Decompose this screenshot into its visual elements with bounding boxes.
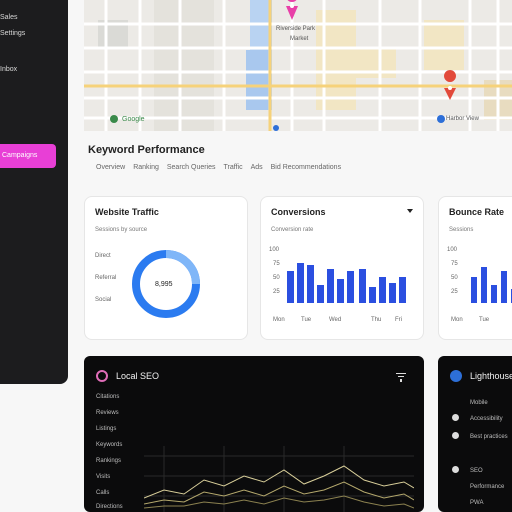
- y-tick: 75: [273, 261, 280, 267]
- tab-search-queries[interactable]: Search Queries: [166, 164, 216, 171]
- chevron-down-icon[interactable]: [407, 209, 413, 213]
- bar-chart: [471, 267, 512, 303]
- bounce-card[interactable]: Bounce Rate Sessions 100 75 50 25 Mon Tu…: [438, 196, 512, 340]
- y-tick: 25: [451, 289, 458, 295]
- audit-item: Best practices: [470, 434, 508, 440]
- metric-row: Reviews: [96, 410, 119, 416]
- sidebar: Sales Settings Inbox Campaigns: [0, 0, 68, 384]
- panel-title: Local SEO: [116, 371, 160, 381]
- map-brand-label: Google: [122, 116, 145, 123]
- card-subtitle: Conversion rate: [271, 227, 314, 233]
- section-title: Keyword Performance: [88, 144, 205, 156]
- metric-row: Calls: [96, 490, 110, 496]
- card-title: Conversions: [271, 207, 326, 217]
- metric-row: Keywords: [96, 442, 123, 448]
- donut-value: 8,995: [155, 281, 173, 288]
- y-tick: 75: [451, 261, 458, 267]
- bar: [379, 277, 386, 303]
- local-seo-panel[interactable]: Local SEO Citations Reviews Listings Key…: [84, 356, 424, 512]
- x-tick: Thu: [371, 317, 382, 323]
- bar: [369, 287, 376, 303]
- bar: [501, 271, 507, 303]
- bar: [337, 279, 344, 303]
- map-label-harbor: Harbor View: [446, 116, 479, 122]
- circle-icon: [452, 414, 459, 421]
- metric-row: Citations: [96, 394, 120, 400]
- bar: [491, 285, 497, 303]
- bar: [287, 271, 294, 303]
- local-seo-icon: [96, 370, 108, 382]
- card-title: Website Traffic: [95, 207, 159, 217]
- map-label-park: Riverside Park: [276, 26, 316, 32]
- y-tick: 100: [269, 247, 280, 253]
- bar: [327, 269, 334, 303]
- circle-icon: [452, 466, 459, 473]
- bar: [359, 269, 366, 303]
- x-tick: Tue: [301, 317, 312, 323]
- bar: [317, 285, 324, 303]
- sidebar-item-sales[interactable]: Sales: [0, 14, 18, 21]
- metric-row: Visits: [96, 474, 111, 480]
- y-tick: 50: [451, 275, 458, 281]
- x-tick: Tue: [479, 317, 490, 323]
- line-chart: [144, 446, 414, 512]
- tab-overview[interactable]: Overview: [96, 164, 126, 171]
- legend-direct: Direct: [95, 253, 111, 259]
- tab-bid-recommendations[interactable]: Bid Recommendations: [270, 164, 342, 171]
- bar: [297, 263, 304, 303]
- bar: [307, 265, 314, 303]
- map-panel[interactable]: Riverside Park Market Harbor View Google: [84, 0, 512, 131]
- y-tick: 50: [273, 275, 280, 281]
- legend-social: Social: [95, 297, 112, 303]
- tab-ranking[interactable]: Ranking: [133, 164, 159, 171]
- card-subtitle: Sessions by source: [95, 227, 148, 233]
- audit-item: Accessibility: [470, 416, 503, 422]
- x-tick: Fri: [395, 317, 402, 323]
- filter-icon[interactable]: [396, 372, 406, 382]
- sidebar-item-campaigns[interactable]: Campaigns: [0, 144, 56, 168]
- keyperf-tabs: Overview Ranking Search Queries Traffic …: [96, 164, 341, 171]
- map-label-market: Market: [290, 36, 309, 42]
- bar: [347, 271, 354, 303]
- card-subtitle: Sessions: [449, 227, 474, 233]
- y-tick: 25: [273, 289, 280, 295]
- lighthouse-icon: [450, 370, 462, 382]
- bar: [471, 277, 477, 303]
- tab-traffic[interactable]: Traffic: [223, 164, 243, 171]
- series-line: [144, 481, 414, 505]
- bar: [399, 277, 406, 303]
- donut-chart: [132, 250, 200, 318]
- traffic-card[interactable]: Website Traffic Sessions by source Direc…: [84, 196, 248, 340]
- sidebar-item-settings[interactable]: Settings: [0, 30, 26, 37]
- legend-referral: Referral: [95, 275, 117, 281]
- bar-chart: [287, 263, 406, 303]
- metric-row: Listings: [96, 426, 117, 432]
- panel-title: Lighthouse: [470, 371, 512, 381]
- metric-row: Directions: [96, 504, 123, 510]
- map-canvas: [84, 0, 512, 131]
- card-title: Bounce Rate: [449, 207, 505, 217]
- series-line: [144, 465, 414, 499]
- audit-item: Performance: [470, 484, 505, 490]
- lighthouse-panel[interactable]: Lighthouse Mobile Accessibility Best pra…: [438, 356, 512, 512]
- sidebar-item-inbox[interactable]: Inbox: [0, 66, 18, 73]
- tab-ads[interactable]: Ads: [250, 164, 263, 171]
- conversions-card[interactable]: Conversions Conversion rate 100 75 50 25…: [260, 196, 424, 340]
- x-tick: Mon: [451, 317, 463, 323]
- circle-icon: [452, 432, 459, 439]
- metric-row: Rankings: [96, 458, 122, 464]
- audit-item: Mobile: [470, 400, 488, 406]
- x-tick: Wed: [329, 317, 342, 323]
- audit-item: SEO: [470, 468, 483, 474]
- bar: [481, 267, 487, 303]
- audit-item: PWA: [470, 500, 484, 506]
- series-line: [144, 495, 414, 509]
- x-tick: Mon: [273, 317, 285, 323]
- bar: [389, 283, 396, 303]
- y-tick: 100: [447, 247, 458, 253]
